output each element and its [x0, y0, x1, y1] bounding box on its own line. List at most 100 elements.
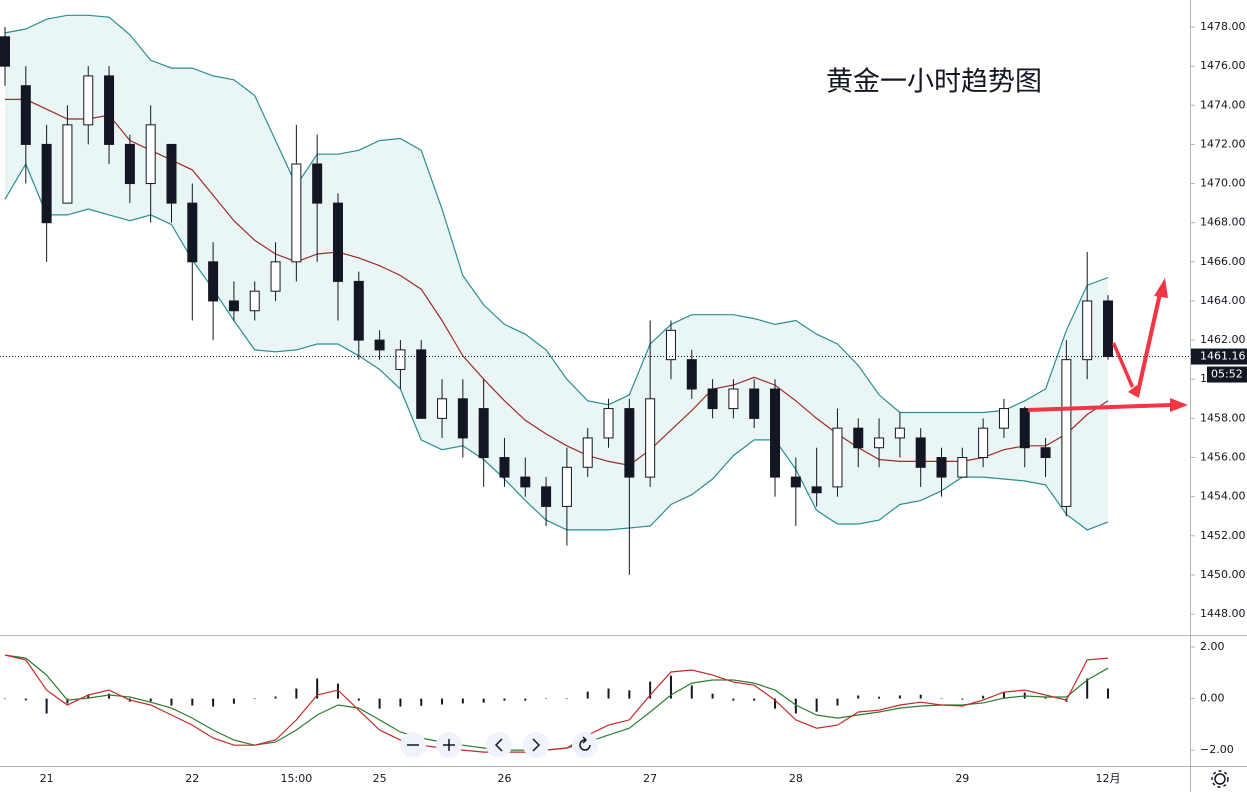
arrow-up-head — [1154, 278, 1168, 298]
x-tick-label: 25 — [373, 772, 387, 785]
reset-button[interactable] — [572, 732, 598, 758]
y-tick-label: 1468.00 — [1200, 216, 1246, 229]
band-fill — [5, 15, 1108, 530]
histogram-bar — [274, 696, 277, 699]
y-tick-label: 1476.00 — [1200, 59, 1246, 72]
band-upper — [4, 14, 1109, 414]
histogram-bar — [149, 698, 152, 702]
candle-body — [770, 388, 781, 478]
candle-body — [124, 143, 135, 185]
last-price-label: 1461.16 — [1200, 350, 1246, 363]
scroll-left-button[interactable] — [486, 732, 512, 758]
histogram-bar — [1107, 688, 1109, 699]
x-tick-label: 12月 — [1096, 772, 1121, 785]
y-tick-label: 2.00 — [1200, 640, 1225, 653]
histogram-bar — [982, 695, 985, 699]
y-tick-label: 1470.00 — [1200, 177, 1246, 190]
y-tick-label: −2.00 — [1200, 743, 1234, 756]
histogram-bar — [212, 698, 215, 707]
candle-body — [1040, 447, 1051, 459]
candle-body — [416, 349, 427, 419]
histogram-bar — [565, 698, 568, 700]
candle-body — [187, 202, 198, 263]
candle-body — [374, 339, 385, 351]
candle-body — [936, 457, 947, 478]
histogram-bar — [857, 695, 860, 699]
countdown-box — [1207, 366, 1247, 383]
candle-body — [811, 486, 822, 494]
candle-body — [582, 437, 593, 468]
candle-body — [457, 398, 468, 439]
histogram-bar — [441, 698, 444, 705]
histogram-bar — [336, 683, 339, 699]
arrow-down-stroke — [1112, 342, 1134, 388]
histogram-bar — [170, 698, 173, 706]
candle-body — [499, 457, 510, 478]
histogram-bar — [357, 698, 360, 701]
candle-body — [894, 427, 905, 439]
candle-body — [749, 388, 760, 419]
histogram-bar — [586, 691, 589, 699]
histogram-bar — [774, 698, 777, 709]
histogram-bar — [794, 698, 797, 714]
x-tick-label: 21 — [40, 772, 54, 785]
candle-body — [291, 163, 302, 263]
candle-body — [20, 85, 31, 145]
histogram-bar — [919, 694, 922, 699]
annotation-arrows — [1028, 278, 1188, 412]
candle-body — [270, 261, 281, 292]
histogram-bar — [732, 698, 735, 701]
candle-body — [603, 408, 614, 439]
arrow-up-stroke — [1135, 293, 1162, 397]
candle-body — [978, 427, 989, 459]
settings-button[interactable] — [1211, 770, 1229, 788]
histogram-bar — [108, 693, 111, 699]
candle-body — [1061, 359, 1072, 507]
histogram-bar — [711, 693, 714, 699]
candle-body — [832, 427, 843, 488]
candle-body — [83, 75, 94, 126]
histogram-bar — [753, 698, 756, 701]
candle-body — [228, 300, 239, 312]
arrow-right — [1028, 398, 1188, 412]
x-tick-label: 29 — [955, 772, 969, 785]
x-tick-label: 26 — [497, 772, 511, 785]
candle-body — [998, 408, 1009, 429]
histogram-bar — [898, 695, 901, 699]
histogram-bar — [191, 698, 194, 706]
candle-body — [145, 124, 156, 185]
candle-body — [707, 388, 718, 410]
histogram-bar — [524, 698, 527, 701]
histogram-bar — [295, 688, 298, 699]
histogram-bar — [607, 688, 610, 699]
navigation-buttons — [400, 732, 598, 758]
candle-body — [41, 143, 52, 224]
candle-body — [0, 36, 10, 67]
y-tick-label: 1448.00 — [1200, 607, 1246, 620]
scroll-right-button[interactable] — [523, 732, 549, 758]
candle-body — [1103, 300, 1113, 358]
candle-body — [1082, 300, 1093, 361]
histogram-bar — [878, 696, 881, 699]
histogram-bar — [66, 698, 69, 704]
zoom-out-button[interactable] — [400, 732, 426, 758]
y-tick-label: 1450.00 — [1200, 568, 1246, 581]
y-tick-label: 1458.00 — [1200, 411, 1246, 424]
y-tick-label: 1466.00 — [1200, 255, 1246, 268]
zoom-in-button[interactable] — [436, 732, 462, 758]
candle-body — [62, 124, 73, 204]
candle-body — [561, 466, 572, 507]
histogram-bar — [961, 698, 964, 700]
y-tick-label: 1472.00 — [1200, 137, 1246, 150]
plot-area — [0, 14, 1113, 753]
candle-body — [312, 163, 323, 204]
candle-body — [166, 143, 177, 204]
candle-body — [853, 427, 864, 449]
histogram-bar — [253, 698, 256, 700]
histogram-bar — [45, 698, 48, 714]
y-tick-label: 0.00 — [1200, 692, 1225, 705]
y-tick-label: 1454.00 — [1200, 490, 1246, 503]
histogram-bar — [399, 698, 402, 707]
candle-body — [104, 75, 115, 145]
